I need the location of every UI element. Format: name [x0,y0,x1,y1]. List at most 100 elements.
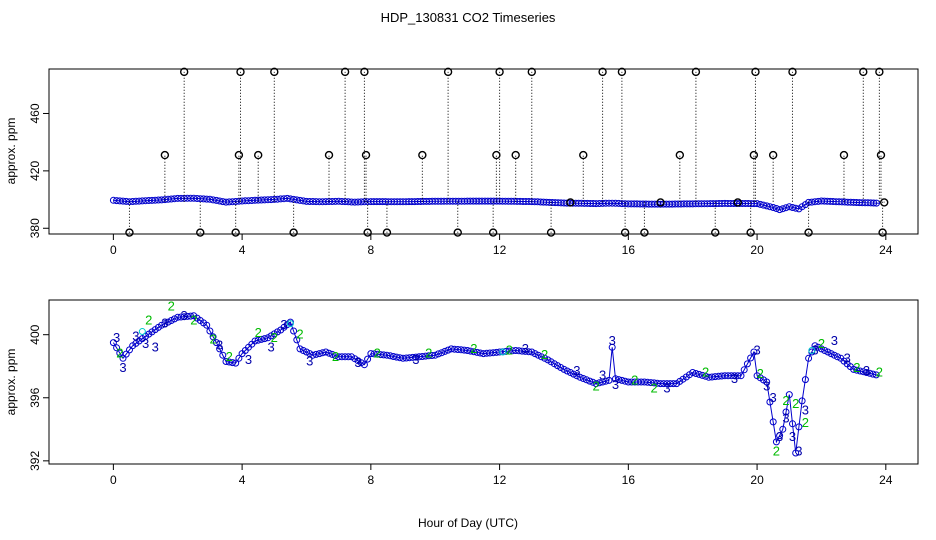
bottom-x-ticks: 0 4 8 12 16 20 24 [110,464,893,487]
top-data-point [119,197,127,205]
x-axis-label: Hour of Day (UTC) [418,516,518,530]
top-x-tick-label: 20 [750,243,764,257]
bot-data-point [438,349,446,357]
top-flag-point [488,228,498,237]
bot-flag3-marker: 3 [142,336,149,351]
top-flag-point [656,198,665,207]
bot-data-point [463,347,471,354]
bot-data-point [711,373,719,381]
bot-flag3-marker: 3 [113,330,120,345]
bot-data-point [772,438,780,446]
top-data-point [286,195,294,203]
chart-title: HDP_130831 CO2 Timeseries [381,10,556,25]
bot-data-point [467,347,475,355]
bot-data-point [325,349,333,357]
bot-x-tick-label: 8 [368,473,375,487]
bot-flag1-point [499,348,507,356]
bot-data-point [222,358,230,365]
top-flag-point [360,67,369,77]
bot-data-point [257,335,265,343]
top-data-point [608,199,616,207]
top-data-point [135,197,143,205]
bot-flag3-marker: 3 [844,350,851,365]
bot-flag3-marker: 3 [132,328,139,343]
bot-flag3-marker: 3 [152,339,159,354]
bot-flag3-marker: 3 [782,410,789,425]
bot-data-point [460,346,468,354]
bot-data-point [473,348,481,356]
top-flag-point [620,228,630,237]
bot-flag3-marker: 3 [280,317,287,332]
bot-data-point [428,352,436,359]
bot-data-point [299,347,307,354]
bot-flag2-marker: 2 [226,349,233,364]
top-data-point [222,198,230,206]
bot-flag3-marker: 3 [412,352,419,367]
bot-data-point [692,370,700,377]
bot-flag2-marker: 2 [853,360,860,375]
bot-flag3-marker: 3 [789,429,796,444]
bot-data-point [309,351,317,359]
bot-data-point [434,350,442,358]
bot-data-point [734,372,742,380]
bot-data-point [805,354,813,362]
bot-data-point [418,353,426,360]
top-data-point [245,197,252,205]
top-flag-point [691,67,701,77]
top-flag-point [749,150,759,160]
bot-flag3-marker: 3 [181,308,188,323]
bot-data-point [293,336,301,344]
top-flag-point [640,228,649,237]
bot-data-point [689,369,697,376]
bot-data-point [863,369,870,376]
top-data-point [209,196,217,204]
bot-data-point [695,370,703,378]
top-panel: 0 4 8 12 16 20 24 380 420 460 approx. ppm [4,67,919,257]
bot-data-point [219,351,227,359]
bot-data-point [698,371,706,379]
top-flag-point [579,150,588,160]
top-flag-point [495,67,504,77]
bot-flag3-marker: 3 [663,380,670,395]
top-data-point [216,197,224,205]
top-data-point [257,196,265,204]
bot-flag2-marker: 2 [593,379,600,394]
bot-x-tick-label: 16 [622,473,636,487]
bot-data-point [380,351,388,359]
bot-data-point [389,353,397,360]
top-data-point [789,204,796,211]
bot-flag1-point [138,328,146,336]
top-flag-point [382,228,392,237]
top-data-point [296,196,304,204]
top-data-point [274,195,281,203]
bot-data-point [470,348,478,356]
bot-flag2-marker: 2 [271,330,278,345]
bot-x-tick-label: 0 [110,473,117,487]
bot-data-point [251,337,259,345]
top-y-tick-label: 460 [28,103,42,123]
top-flag-point [675,150,685,160]
top-y-ticks: 380 420 460 [28,103,49,238]
bot-data-point [312,350,320,358]
bot-flag3-marker: 3 [795,443,802,458]
bot-flag2-marker: 2 [650,380,657,395]
top-data-point [766,203,774,211]
top-data-point [293,196,301,204]
bot-data-point [415,353,423,361]
top-flag-point [527,67,536,77]
bot-flag2-marker: 2 [506,342,513,357]
bot-data-point [399,354,407,362]
top-marks [109,67,889,237]
bot-flag1-point [286,320,294,328]
bot-data-point [113,344,121,352]
bot-data-point [817,345,825,353]
bot-flag2-marker: 2 [374,346,381,361]
bot-data-point [203,321,211,329]
top-flag-point [878,228,887,237]
bot-data-point [866,369,874,377]
bot-flag2-marker: 2 [702,365,709,380]
top-data-point [241,197,249,205]
top-flag-point [363,228,372,237]
top-data-point [605,199,613,207]
